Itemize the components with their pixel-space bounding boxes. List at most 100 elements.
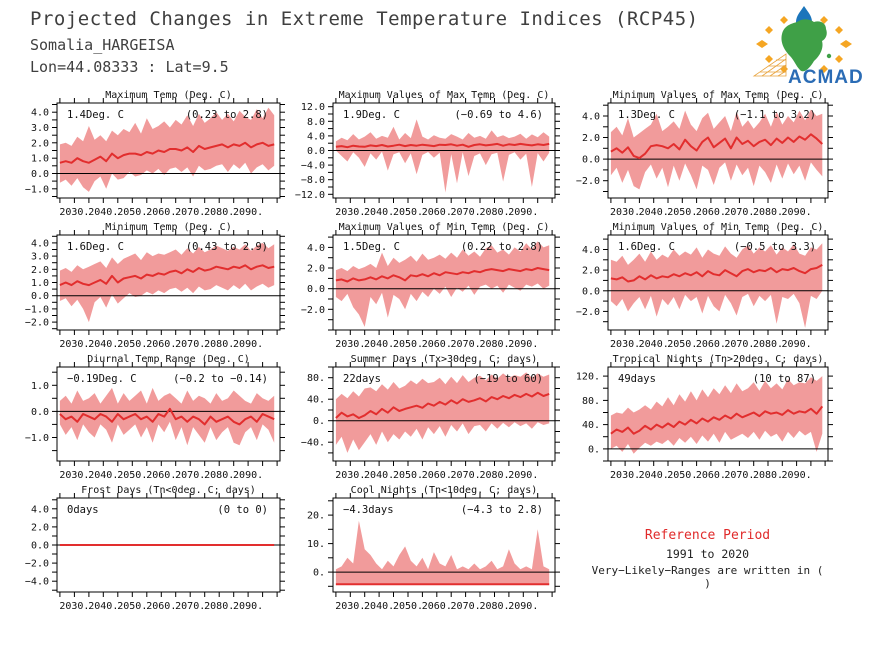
chart-range-label: (−0.5 to 3.3) (734, 241, 816, 253)
y-tick-label: 40. (582, 420, 600, 431)
chart-11: Cool Nights (Tn<10deg. C; days) −4.3days… (283, 482, 569, 620)
chart-title: Minimum Temp (Deg. C) (105, 222, 231, 233)
chart-value-label: 1.4Deg. C (67, 109, 124, 121)
y-tick-label: −4.0 (25, 577, 49, 588)
x-tick-label: 2040. (88, 601, 118, 612)
chart-8: Summer Days (Tx>30deg. C; days) 22days (… (283, 351, 569, 489)
x-tick-label: 2050. (667, 470, 697, 481)
ensemble-mean-line (335, 391, 550, 419)
x-tick-label: 2030. (335, 601, 365, 612)
x-tick-label: 2070. (175, 470, 205, 481)
y-tick-label: 4.0 (31, 108, 49, 119)
y-tick-label: −12.0 (295, 190, 325, 201)
coordinates-label: Lon=44.08333 : Lat=9.5 (30, 58, 229, 76)
chart-range-label: (0 to 0) (217, 504, 268, 516)
y-tick-label: −4.0 (301, 161, 325, 172)
acmad-text: ACMAD (788, 67, 864, 86)
reference-period-years: 1991 to 2020 (665, 547, 750, 561)
chart-title: Summer Days (Tx>30deg. C; days) (351, 354, 538, 365)
x-tick-label: 2040. (364, 470, 394, 481)
y-tick-label: 0. (313, 416, 325, 427)
y-tick-label: −2.0 (576, 307, 600, 318)
x-tick-label: 2090. (233, 470, 263, 481)
uncertainty-band (335, 119, 550, 193)
chart-range-label: (0.23 to 2.8) (186, 109, 268, 121)
chart-1: Maximum Temp (Deg. C) 1.4Deg. C (0.23 to… (7, 87, 294, 226)
y-tick-label: 2.0 (582, 133, 600, 144)
chart-value-label: 1.5Deg. C (343, 241, 400, 253)
chart-range-label: (−19 to 60) (473, 373, 543, 385)
uncertainty-band (59, 242, 275, 323)
y-tick-label: 0.0 (582, 286, 600, 297)
x-tick-label: 2070. (451, 339, 481, 350)
chart-range-label: (−1.1 to 3.2) (734, 109, 816, 121)
y-tick-label: 0.0 (31, 291, 49, 302)
plot-frame (56, 234, 281, 331)
y-tick-label: 0. (588, 444, 600, 455)
y-tick-label: −2.0 (576, 176, 600, 187)
x-tick-label: 2090. (508, 339, 538, 350)
y-tick-label: 4.0 (31, 238, 49, 249)
x-tick-label: 2060. (422, 207, 452, 218)
x-tick-label: 2070. (451, 601, 481, 612)
reference-period-title: Reference Period (644, 528, 771, 543)
chart-10: Frost Days (Tn<0deg. C; days) 0days (0 t… (7, 482, 294, 620)
y-tick-label: 4.0 (307, 131, 325, 142)
x-tick-label: 2080. (479, 207, 509, 218)
chart-value-label: 1.6Deg. C (67, 241, 124, 253)
x-tick-label: 2060. (146, 207, 176, 218)
chart-range-label: (−0.69 to 4.6) (454, 109, 543, 121)
x-tick-label: 2060. (696, 207, 726, 218)
ensemble-mean-line (610, 264, 823, 283)
chart-range-label: (0.22 to 2.8) (461, 241, 543, 253)
y-tick-label: 80. (307, 373, 325, 384)
chart-range-label: (−4.3 to 2.8) (461, 504, 543, 516)
africa-icon (781, 19, 832, 72)
chart-title: Maximum Values of Max Temp (Deg. C) (339, 90, 550, 101)
x-tick-label: 2040. (88, 207, 118, 218)
y-tick-label: −2.0 (25, 318, 49, 329)
chart-title: Diurnal Temp Range (Deg. C) (87, 354, 250, 365)
plot-frame (332, 234, 556, 331)
y-tick-label: 2.0 (31, 265, 49, 276)
y-tick-label: 4.0 (582, 245, 600, 256)
x-tick-label: 2030. (335, 470, 365, 481)
ensemble-mean-line (335, 142, 550, 149)
x-tick-label: 2050. (393, 339, 423, 350)
station-name: Somalia_HARGEISA (30, 36, 175, 54)
x-tick-label: 2090. (233, 207, 263, 218)
x-tick-label: 2090. (782, 339, 812, 350)
y-tick-label: 4.0 (582, 112, 600, 123)
x-tick-label: 2060. (422, 339, 452, 350)
y-tick-label: 10. (307, 539, 325, 550)
plot-frame (607, 102, 829, 199)
y-tick-label: 2.0 (307, 264, 325, 275)
x-tick-label: 2080. (753, 207, 783, 218)
x-tick-label: 2060. (696, 339, 726, 350)
chart-range-label: (10 to 87) (753, 373, 816, 385)
mesh-triangle-icon (752, 53, 787, 77)
chart-title: Minimum Values of Max Temp (Deg. C) (613, 90, 824, 101)
x-tick-label: 2040. (364, 339, 394, 350)
x-tick-label: 2080. (204, 207, 234, 218)
chart-range-label: (0.43 to 2.9) (186, 241, 268, 253)
chart-value-label: 1.9Deg. C (343, 109, 400, 121)
uncertainty-band (335, 372, 550, 453)
x-tick-label: 2030. (59, 470, 89, 481)
x-tick-label: 2040. (88, 339, 118, 350)
y-tick-label: 0.0 (307, 284, 325, 295)
y-tick-label: 120. (576, 372, 600, 383)
y-tick-label: 12.0 (301, 102, 325, 113)
x-tick-label: 2060. (146, 601, 176, 612)
x-tick-label: 2080. (753, 339, 783, 350)
plot-frame (56, 497, 281, 593)
y-tick-label: 0.0 (31, 169, 49, 180)
y-tick-label: 4.0 (307, 243, 325, 254)
uncertainty-band (610, 109, 823, 190)
chart-title: Minimum Values of Min Temp (Deg. C) (613, 222, 824, 233)
x-tick-label: 2080. (479, 339, 509, 350)
chart-title: Maximum Temp (Deg. C) (105, 90, 231, 101)
uncertainty-band (59, 387, 275, 446)
x-tick-label: 2070. (175, 207, 205, 218)
